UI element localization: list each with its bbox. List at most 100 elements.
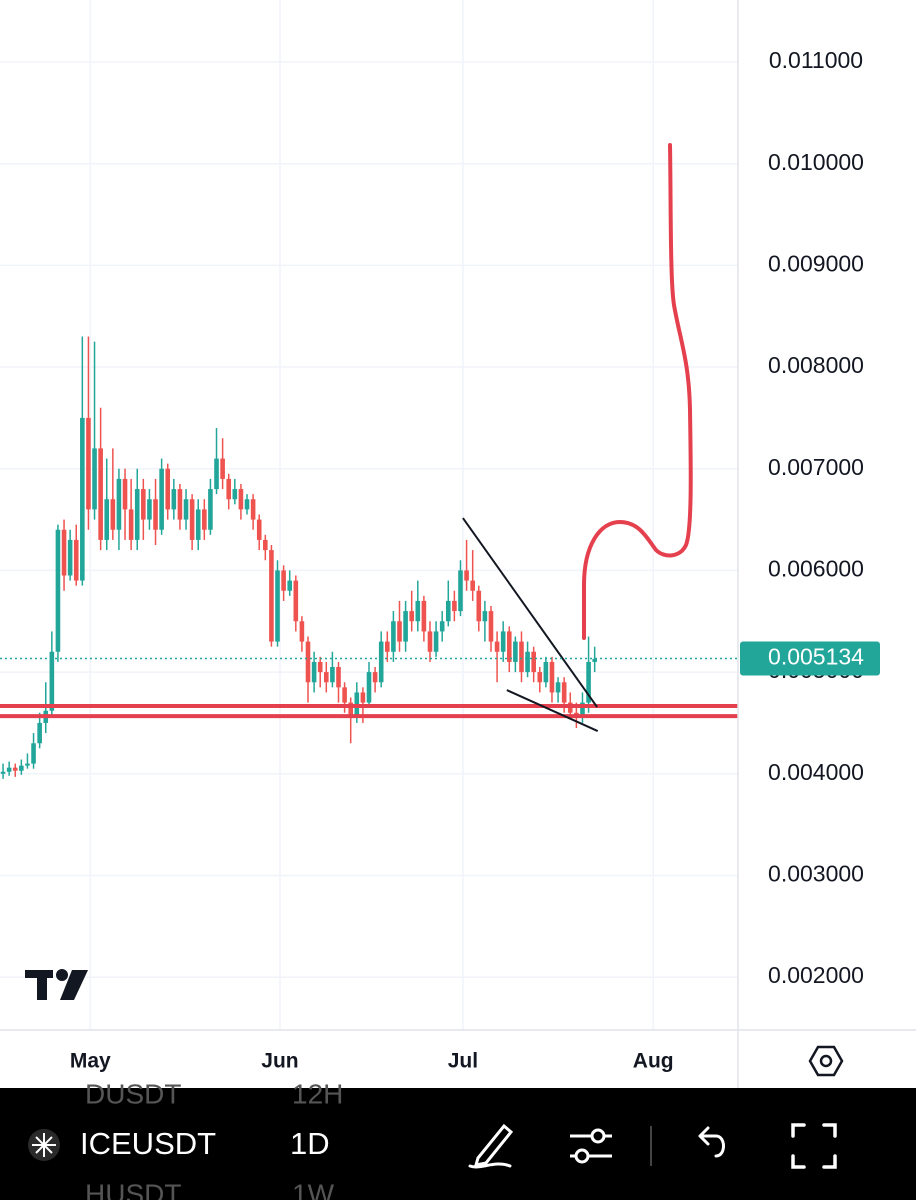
candle-body [171, 489, 177, 510]
candle-body [580, 702, 585, 718]
candle-body [378, 641, 384, 683]
candle-body [37, 722, 42, 744]
candle-body [348, 702, 354, 718]
candle-body [494, 641, 500, 652]
candle-body [421, 600, 427, 632]
candle-body [61, 529, 67, 576]
watchlist-hint: HUSDT [85, 1178, 181, 1200]
candle-body [464, 570, 469, 581]
draw-tool-button[interactable] [468, 1123, 514, 1169]
candle-body [543, 661, 549, 683]
symbol[interactable]: ICEUSDT [80, 1126, 216, 1161]
candle-body [372, 672, 378, 683]
candle-body [141, 489, 146, 520]
candle-body [12, 767, 18, 771]
candle-body [287, 580, 293, 591]
candle-body [98, 448, 103, 540]
candle-body [177, 489, 183, 520]
candle-body [159, 468, 164, 530]
candle-body [397, 621, 402, 642]
y-tick-label: 0.004000 [768, 759, 864, 785]
candle-body [336, 667, 341, 688]
watchlist-hint: DUSDT [85, 1078, 181, 1109]
candle-body [427, 631, 433, 652]
y-tick-label: 0.002000 [768, 962, 864, 988]
candle-body [281, 570, 286, 591]
candle-body [409, 611, 414, 622]
candle-body [561, 682, 567, 703]
candle-body [220, 458, 225, 479]
candle-body [537, 672, 543, 683]
candle-body [202, 509, 207, 530]
candle-body [500, 631, 506, 652]
candle-body [183, 499, 189, 520]
candle-body [305, 641, 311, 683]
candle-body [366, 672, 372, 703]
watchlist-hint: 12H [292, 1078, 343, 1109]
y-tick-label: 0.011000 [769, 47, 863, 73]
undo-button[interactable] [698, 1126, 725, 1158]
candle-body [360, 692, 366, 703]
candle-body [31, 743, 36, 764]
candle-body [67, 539, 73, 576]
trend-line [506, 689, 599, 732]
candle-body [104, 499, 110, 540]
candle-body [403, 611, 408, 642]
candle-body [470, 580, 475, 591]
candle-body [165, 468, 171, 510]
candle-body [195, 509, 201, 540]
background [0, 0, 916, 1088]
candle-body [384, 641, 390, 652]
candle-body [317, 661, 323, 673]
candle-body [238, 489, 244, 510]
plot-area [0, 336, 738, 779]
candle-body [55, 529, 61, 652]
candle-body [506, 631, 512, 662]
candle-body [549, 661, 555, 693]
candle-body [458, 570, 463, 612]
candle-body [6, 767, 12, 772]
candle-body [555, 682, 561, 693]
fullscreen-button[interactable] [791, 1123, 837, 1169]
trend-line [462, 517, 598, 708]
logo [25, 969, 88, 1000]
candle-body [263, 539, 268, 551]
candle-body [214, 458, 219, 490]
candle-body [49, 651, 55, 711]
projection-drawing [582, 143, 693, 640]
y-tick-label: 0.006000 [768, 555, 864, 581]
candle-body [519, 641, 524, 673]
candle-body [586, 661, 591, 703]
candle-body [275, 570, 280, 642]
indicators-button[interactable] [570, 1128, 612, 1164]
candle-body [513, 641, 518, 662]
candle-body [439, 621, 445, 632]
candle-body [330, 667, 335, 683]
x-tick-label: May [70, 1050, 111, 1073]
candle-body [226, 478, 232, 500]
grid [0, 0, 738, 1030]
candle-body [299, 621, 305, 642]
watchlist-hint: 1W [292, 1178, 335, 1200]
candle-body [592, 658, 597, 662]
candle-body [189, 499, 195, 540]
candle-body [391, 621, 396, 652]
candle-body [293, 580, 299, 622]
candle-body [415, 600, 421, 622]
price-axis: 0.0020000.0030000.0040000.0050000.006000… [70, 47, 880, 1073]
candle-body [342, 687, 347, 703]
toolbar [0, 1088, 916, 1200]
candle-body [482, 611, 488, 622]
candle-body [86, 417, 91, 510]
candle-body [153, 499, 158, 530]
interval[interactable]: 1D [290, 1126, 330, 1161]
x-tick-label: Aug [633, 1050, 674, 1073]
candle-body [116, 478, 122, 530]
settings-button[interactable] [808, 1045, 844, 1077]
candle-body [324, 672, 329, 683]
candle-body [134, 489, 140, 540]
candle-body [488, 611, 494, 642]
y-tick-label: 0.008000 [768, 352, 864, 378]
y-tick-label: 0.007000 [768, 454, 864, 480]
candle-body [0, 771, 6, 774]
